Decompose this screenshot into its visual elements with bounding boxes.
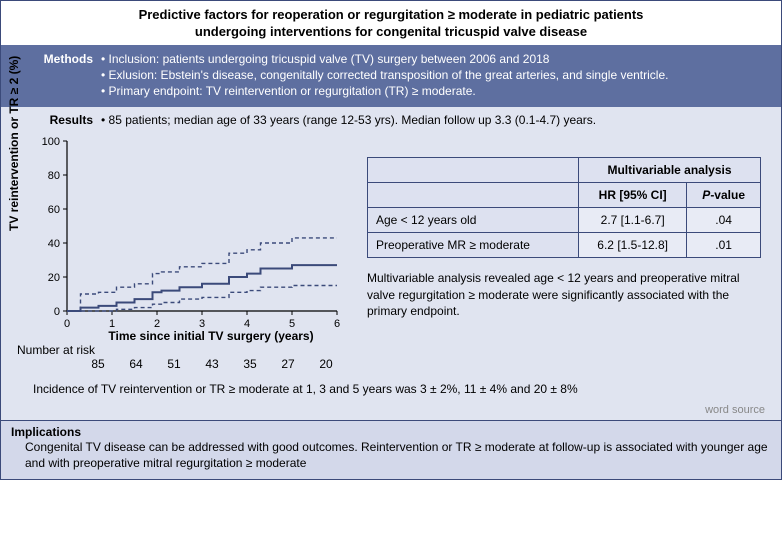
methods-bullet1: • Inclusion: patients undergoing tricusp… [101,51,771,67]
results-label: Results [11,113,101,127]
incidence-text: Incidence of TV reintervention or TR ≥ m… [33,381,765,397]
row1-label: Age < 12 years old [368,208,579,233]
km-chart: 0204060801000123456 [11,131,351,341]
methods-content: • Inclusion: patients undergoing tricusp… [101,51,771,100]
implications-label: Implications [11,425,771,439]
number-at-risk-values: 85645143352720 [79,357,771,371]
svg-text:100: 100 [42,136,60,148]
row2-p: .01 [687,233,761,258]
col-p-text: P-value [702,188,745,202]
figure-container: Predictive factors for reoperation or re… [0,0,782,480]
implications-section: Implications Congenital TV disease can b… [1,420,781,479]
methods-bullet3: • Primary endpoint: TV reintervention or… [101,83,771,99]
row1-hr: 2.7 [1.1-6.7] [579,208,687,233]
svg-text:0: 0 [64,318,70,330]
svg-text:20: 20 [48,272,60,284]
svg-text:60: 60 [48,204,60,216]
title-line2: undergoing interventions for congenital … [21,24,761,41]
title-line1: Predictive factors for reoperation or re… [21,7,761,24]
table-empty-cell2 [368,183,579,208]
implications-text: Congenital TV disease can be addressed w… [25,439,771,471]
svg-text:40: 40 [48,238,60,250]
col-hr: HR [95% CI] [579,183,687,208]
x-axis-label: Time since initial TV surgery (years) [81,329,341,343]
row2-label: Preoperative MR ≥ moderate [368,233,579,258]
results-section: Results • 85 patients; median age of 33 … [1,107,781,419]
mv-caption: Multivariable analysis revealed age < 12… [367,270,761,319]
table-empty-cell [368,158,579,183]
table-head: Multivariable analysis [579,158,761,183]
chart-block: TV reintervention or TR ≥ 2 (%) 02040608… [11,131,351,341]
table-block: Multivariable analysis HR [95% CI] P-val… [351,131,771,319]
word-source: word source [11,404,771,416]
svg-text:0: 0 [54,306,60,318]
title: Predictive factors for reoperation or re… [1,1,781,45]
number-at-risk-label: Number at risk [17,343,771,357]
svg-text:80: 80 [48,170,60,182]
methods-section: Methods • Inclusion: patients undergoing… [1,45,781,108]
methods-bullet2: • Exlusion: Ebstein's disease, congenita… [101,67,771,83]
multivariable-table: Multivariable analysis HR [95% CI] P-val… [367,157,761,258]
results-text: • 85 patients; median age of 33 years (r… [101,113,596,127]
col-p: P-value [687,183,761,208]
row2-hr: 6.2 [1.5-12.8] [579,233,687,258]
row1-p: .04 [687,208,761,233]
y-axis-label: TV reintervention or TR ≥ 2 (%) [7,56,21,231]
methods-label: Methods [11,51,101,100]
